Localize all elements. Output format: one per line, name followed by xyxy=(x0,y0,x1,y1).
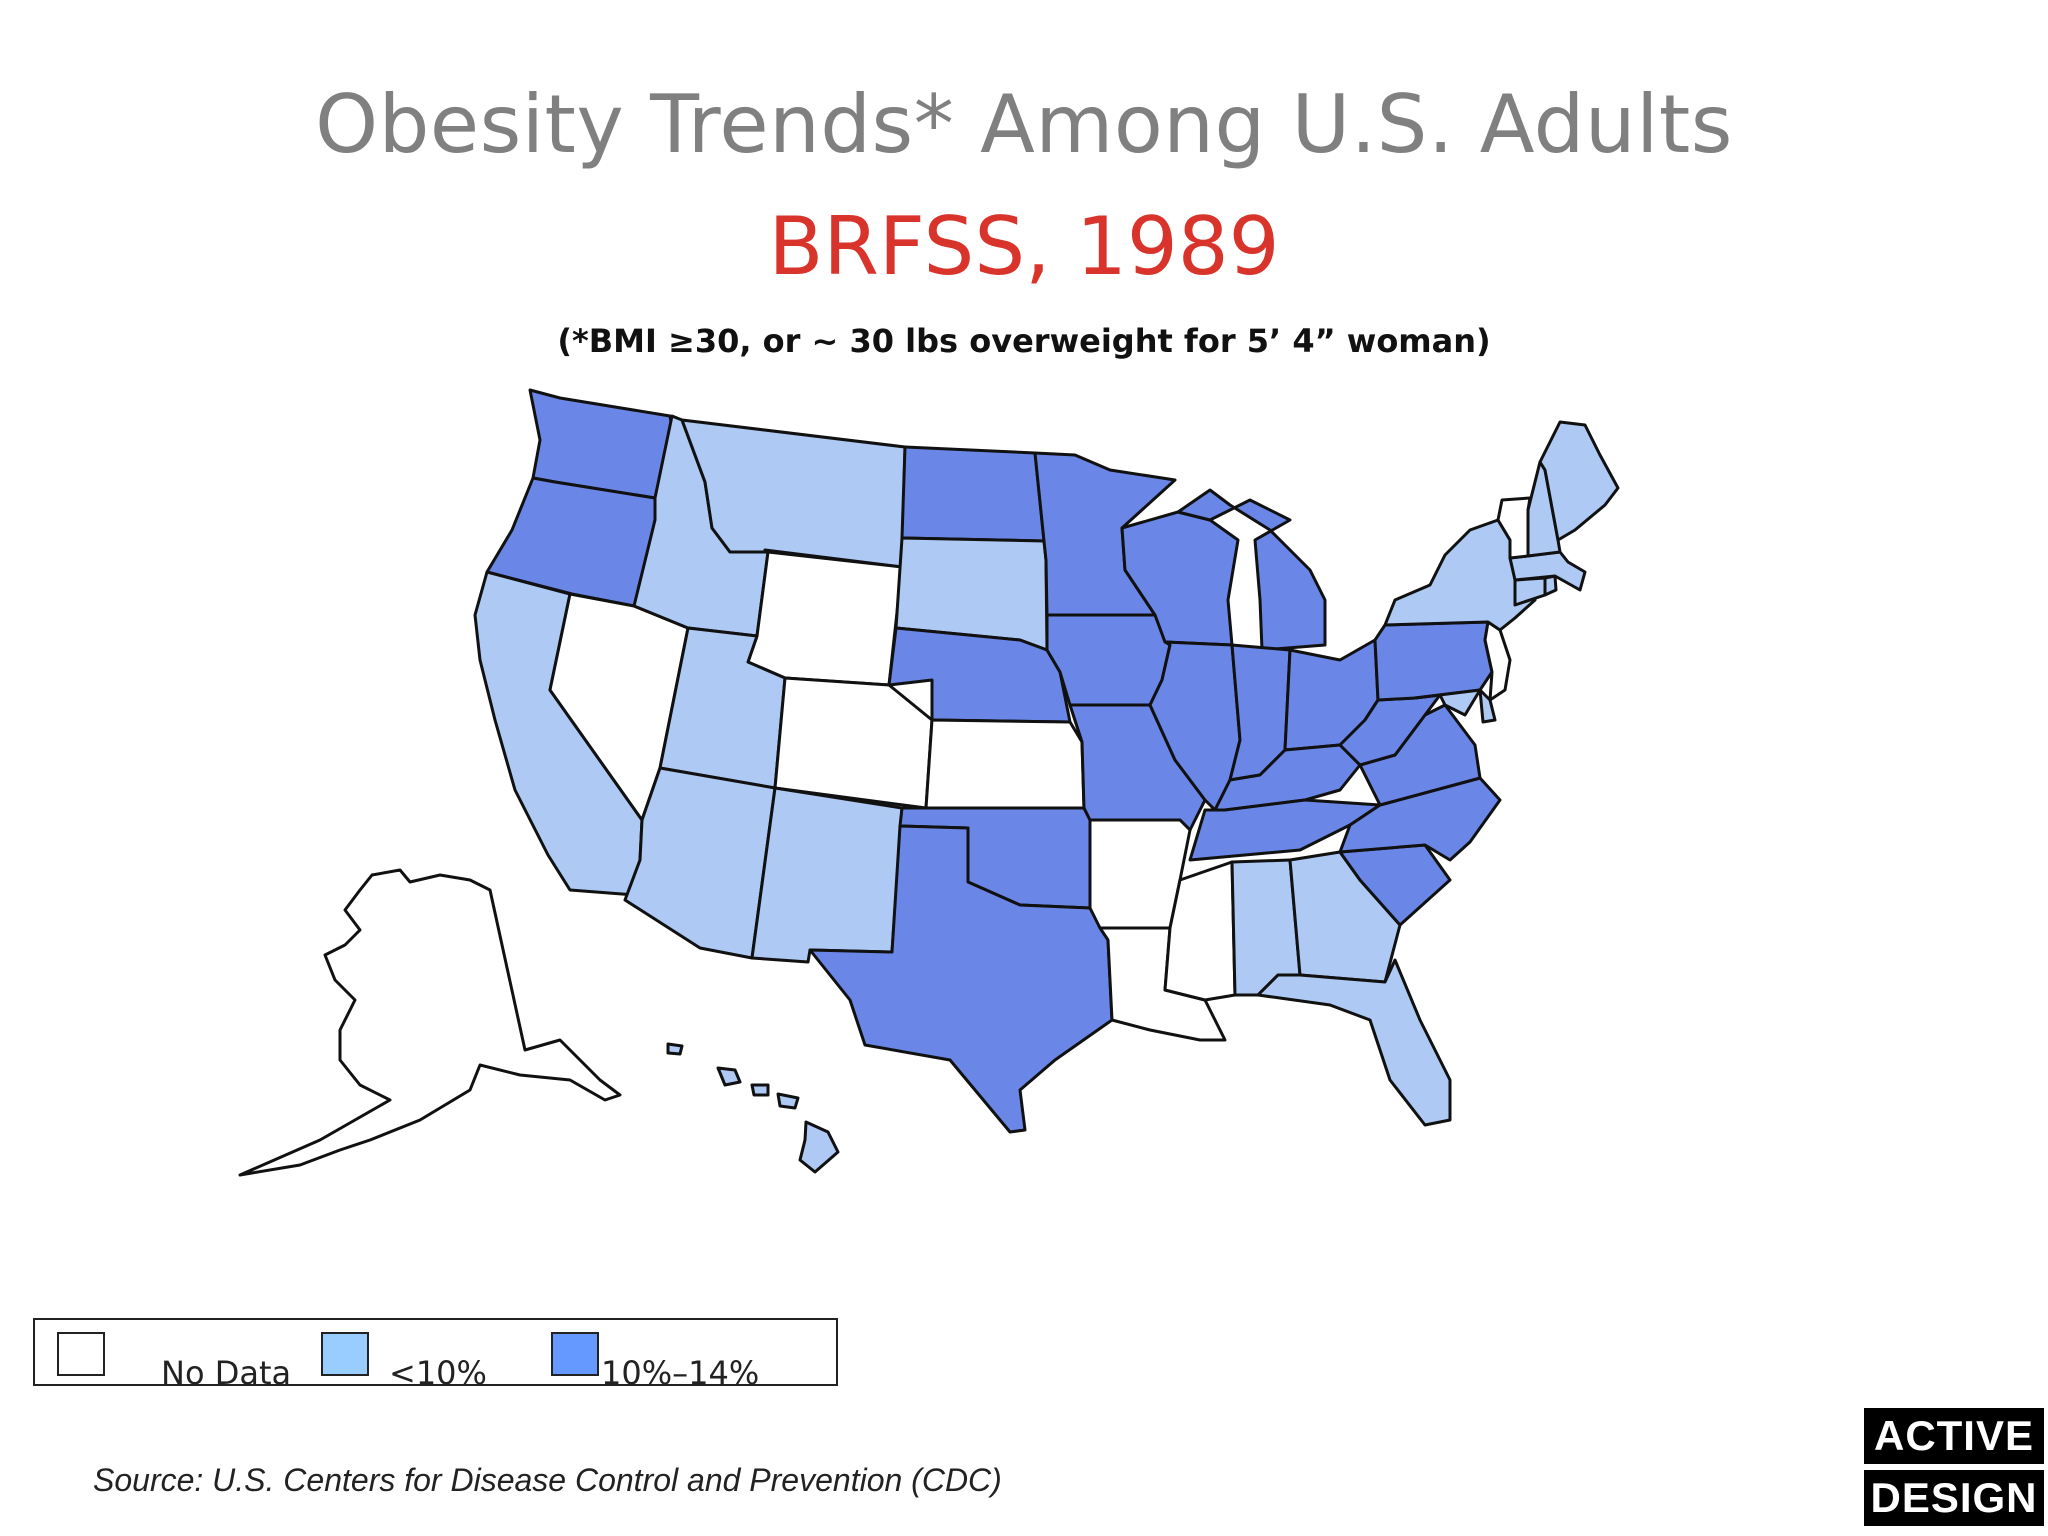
state-MI xyxy=(1176,488,1327,652)
legend-swatch-10-14 xyxy=(551,1332,599,1376)
legend-label-10-14: 10%–14% xyxy=(601,1354,760,1392)
state-PA xyxy=(1373,620,1494,702)
active-design-logo: ACTIVE DESIGN xyxy=(1864,1408,2044,1532)
logo-line-2: DESIGN xyxy=(1864,1470,2044,1526)
state-AK xyxy=(238,868,622,1177)
state-WY xyxy=(746,550,904,687)
logo-line-1: ACTIVE xyxy=(1864,1408,2044,1464)
state-KS xyxy=(924,718,1086,810)
legend-label-no-data: No Data xyxy=(161,1354,292,1392)
legend-label-lt10: <10% xyxy=(389,1354,487,1392)
state-MA xyxy=(1508,550,1587,592)
map-subtitle: BRFSS, 1989 xyxy=(768,200,1280,293)
state-NJ xyxy=(1483,620,1512,702)
bmi-note: (*BMI ≥30, or ~ 30 lbs overweight for 5’… xyxy=(557,322,1491,360)
state-DE xyxy=(1478,688,1497,724)
state-RI xyxy=(1543,574,1558,597)
state-CT xyxy=(1513,576,1547,607)
source-credit: Source: U.S. Centers for Disease Control… xyxy=(93,1462,1002,1498)
state-FL xyxy=(1256,958,1452,1127)
state-ND xyxy=(900,445,1046,543)
state-MD xyxy=(1413,688,1482,717)
legend: No Data <10% 10%–14% xyxy=(33,1318,838,1392)
map-title: Obesity Trends* Among U.S. Adults xyxy=(315,78,1733,171)
state-NM xyxy=(750,786,904,964)
state-HI xyxy=(666,1042,840,1174)
state-TX xyxy=(808,824,1114,1134)
state-IA xyxy=(1045,613,1172,707)
legend-swatch-no-data xyxy=(57,1332,105,1376)
state-CO xyxy=(773,676,934,810)
state-ME xyxy=(1538,420,1620,542)
legend-swatch-lt10 xyxy=(321,1332,369,1376)
